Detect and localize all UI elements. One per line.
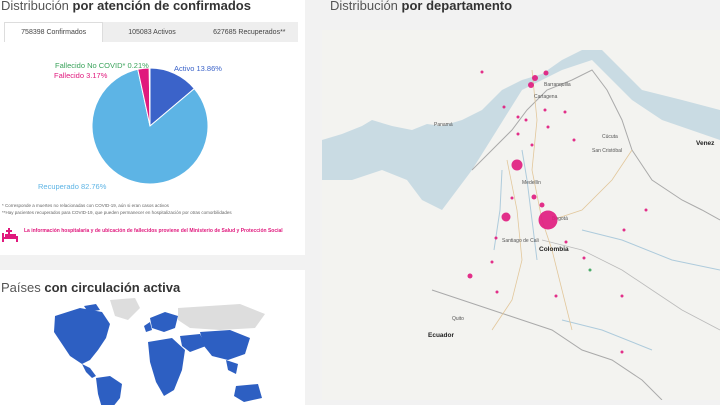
hospital-bed-icon (2, 228, 18, 242)
map-bubble[interactable] (494, 236, 498, 240)
confirmados-title: Distribución por atención de confirmados (1, 0, 251, 13)
map-bubble[interactable] (543, 70, 549, 76)
map-bubble[interactable] (563, 110, 567, 114)
map-bubble[interactable] (564, 240, 568, 244)
map-bubble-bogota[interactable] (538, 210, 558, 230)
map-bubble[interactable] (543, 108, 547, 112)
map-label-cucuta: Cúcuta (602, 134, 618, 140)
label-activo: Activo 13.86% (174, 64, 222, 73)
label-fallecido: Fallecido 3.17% (54, 71, 108, 80)
hospital-note: La información hospitalaria y de ubicaci… (2, 228, 302, 242)
footnote-2: **Hay pacientes recuperados para COVID-1… (2, 210, 232, 215)
map-bubble[interactable] (524, 118, 528, 122)
map-bubble[interactable] (588, 268, 592, 272)
map-bubble[interactable] (620, 294, 624, 298)
map-label-quito: Quito (452, 316, 464, 322)
map-bubble[interactable] (490, 260, 494, 264)
pie-chart-svg (91, 67, 209, 185)
hospital-note-text: La información hospitalaria y de ubicaci… (24, 228, 283, 234)
tab-confirmados[interactable]: 758398 Confirmados (4, 22, 104, 42)
pie-chart: Fallecido No COVID* 0.21% Fallecido 3.17… (0, 50, 305, 195)
map-bubble[interactable] (539, 202, 545, 208)
map-bubble[interactable] (546, 125, 550, 129)
map-label-ecuador: Ecuador (428, 332, 455, 339)
tab-activos[interactable]: 105083 Activos (128, 28, 176, 36)
map-bubble[interactable] (467, 273, 473, 279)
map-bubble[interactable] (516, 132, 520, 136)
confirmados-tabs: 758398 Confirmados 105083 Activos 627685… (4, 22, 298, 42)
map-label-colombia: Colombia (539, 246, 569, 253)
confirmados-panel: Distribución por atención de confirmados… (0, 0, 305, 255)
map-bubble[interactable] (480, 70, 484, 74)
map-label-san-cristobal: San Cristóbal (592, 148, 623, 154)
map-bubble-antioquia[interactable] (511, 159, 523, 171)
confirmados-title-bold: por atención de confirmados (72, 0, 251, 13)
map-label-cartagena: Cartagena (534, 94, 558, 100)
footnote-1: * Corresponde a muertes no relacionadas … (2, 203, 169, 208)
world-map[interactable] (40, 298, 270, 405)
label-fallecido-no-covid: Fallecido No COVID* 0.21% (55, 61, 149, 70)
map-bubble[interactable] (532, 75, 538, 81)
map-bubble[interactable] (528, 82, 534, 88)
pie-slice-recuperado[interactable] (91, 68, 209, 185)
departamento-title: Distribución por departamento (330, 0, 512, 13)
paises-panel: Países con circulación activa (0, 270, 305, 405)
pie-slice-fallecido-no-covid[interactable] (148, 67, 151, 127)
tab-recuperados[interactable]: 627685 Recuperados** (213, 28, 286, 36)
map-bubble[interactable] (495, 290, 499, 294)
map-bubble[interactable] (510, 196, 514, 200)
map-bubble[interactable] (554, 294, 558, 298)
confirmados-title-light: Distribución (1, 0, 69, 13)
map-bubble[interactable] (530, 143, 534, 147)
colombia-map[interactable]: Barranquilla Cartagena Panamá Medellín B… (322, 30, 720, 400)
label-recuperado: Recuperado 82.76% (38, 182, 107, 191)
map-label-barranquilla: Barranquilla (544, 82, 571, 88)
paises-title: Países con circulación activa (1, 280, 180, 295)
map-label-venezuela: Venez (696, 140, 715, 147)
map-bubble[interactable] (582, 256, 586, 260)
departamento-title-light: Distribución (330, 0, 398, 13)
map-label-medellin: Medellín (522, 180, 541, 186)
paises-title-bold: con circulación activa (44, 280, 181, 295)
map-bubble[interactable] (620, 350, 624, 354)
map-bubble[interactable] (531, 194, 537, 200)
colombia-map-svg (322, 30, 720, 400)
map-bubble[interactable] (622, 228, 626, 232)
map-label-cali: Santiago de Cali (502, 238, 539, 244)
map-bubble[interactable] (502, 105, 506, 109)
departamento-title-bold: por departamento (401, 0, 513, 13)
map-label-bogota: Bogotá (552, 216, 568, 222)
map-bubble[interactable] (644, 208, 648, 212)
paises-title-light: Países (1, 280, 41, 295)
map-bubble-valle[interactable] (501, 212, 511, 222)
map-bubble[interactable] (572, 138, 576, 142)
map-bubble[interactable] (516, 115, 520, 119)
map-label-panama: Panamá (434, 122, 453, 128)
